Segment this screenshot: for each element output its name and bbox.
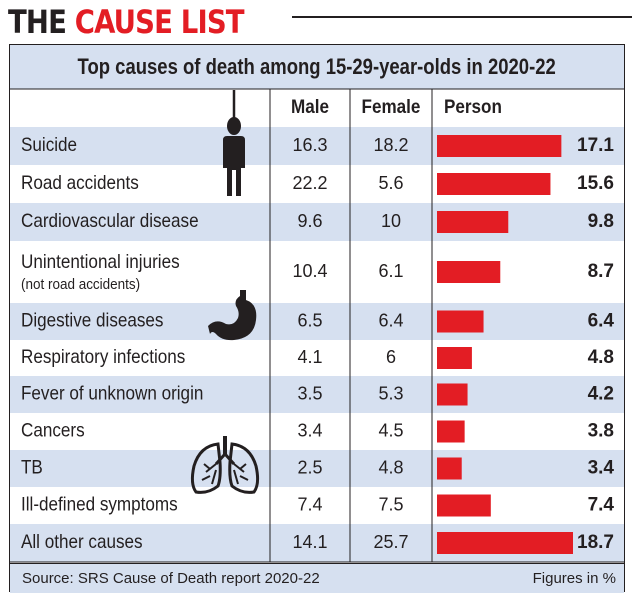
male-value: 2.5	[297, 457, 322, 477]
person-value: 3.4	[588, 458, 615, 479]
headline-part2: CAUSE LIST	[74, 3, 245, 41]
cause-label: Fever of unknown origin	[21, 383, 203, 404]
person-bar	[437, 261, 501, 283]
person-value: 15.6	[577, 173, 614, 194]
table-row	[10, 340, 624, 376]
cause-label: Ill-defined symptoms	[21, 494, 178, 515]
headline-part1: THE	[8, 3, 75, 41]
person-bar	[437, 135, 562, 157]
cause-label: All other causes	[21, 531, 143, 552]
cause-label: Unintentional injuries	[21, 251, 180, 272]
male-value: 7.4	[297, 494, 322, 514]
person-value: 18.7	[577, 532, 614, 553]
table-row	[10, 203, 624, 241]
person-bar	[437, 173, 551, 195]
person-bar	[437, 383, 468, 406]
lungs-icon	[190, 436, 260, 494]
cause-label: Suicide	[21, 134, 77, 155]
female-value: 18.2	[373, 135, 408, 155]
female-value: 6.1	[378, 261, 403, 281]
cause-label: Digestive diseases	[21, 310, 163, 331]
person-bar	[437, 211, 509, 233]
column-header-person: Person	[444, 96, 502, 117]
male-value: 9.6	[297, 211, 322, 231]
cause-note: (not road accidents)	[21, 276, 140, 293]
female-value: 25.7	[373, 532, 408, 552]
person-bar	[437, 310, 484, 333]
column-header-male: Male	[291, 96, 329, 117]
cause-label: TB	[21, 457, 43, 478]
person-bar	[437, 494, 491, 517]
footer: Source: SRS Cause of Death report 2020-2…	[10, 563, 624, 593]
male-value: 3.5	[297, 383, 322, 403]
stomach-icon	[208, 290, 257, 341]
male-value: 10.4	[292, 261, 327, 281]
female-value: 6	[386, 347, 396, 367]
person-bar	[437, 420, 465, 443]
female-value: 7.5	[378, 494, 403, 514]
male-value: 4.1	[297, 347, 322, 367]
female-value: 4.5	[378, 420, 403, 440]
cause-label: Road accidents	[21, 172, 139, 193]
person-value: 8.7	[588, 261, 614, 282]
female-value: 10	[381, 211, 401, 231]
hanging-figure-icon	[223, 90, 245, 196]
person-value: 3.8	[588, 421, 614, 442]
source-note: Source: SRS Cause of Death report 2020-2…	[22, 570, 320, 587]
person-value: 4.2	[588, 384, 614, 405]
person-value: 9.8	[588, 211, 614, 232]
person-bar	[437, 347, 472, 369]
table-row	[10, 241, 624, 303]
person-value: 4.8	[588, 347, 614, 368]
male-value: 16.3	[292, 135, 327, 155]
headline: THE CAUSE LIST	[8, 0, 245, 44]
table-row	[10, 303, 624, 340]
person-bar	[437, 457, 462, 480]
male-value: 3.4	[297, 420, 322, 440]
table-row	[10, 487, 624, 524]
cause-label: Cancers	[21, 420, 85, 441]
person-bar	[437, 532, 573, 554]
header-row	[10, 89, 624, 127]
person-value: 7.4	[588, 495, 615, 516]
female-value: 5.3	[378, 383, 403, 403]
person-value: 17.1	[577, 135, 614, 156]
table-row	[10, 376, 624, 413]
male-value: 22.2	[292, 173, 327, 193]
table-row	[10, 413, 624, 450]
headline-rule	[292, 16, 632, 18]
units-note: Figures in %	[532, 570, 616, 587]
person-value: 6.4	[588, 311, 615, 332]
female-value: 6.4	[378, 310, 403, 330]
cause-label: Cardiovascular disease	[21, 210, 199, 231]
table-row	[10, 450, 624, 487]
female-value: 4.8	[378, 457, 403, 477]
column-header-female: Female	[362, 96, 421, 117]
female-value: 5.6	[378, 173, 403, 193]
cause-label: Respiratory infections	[21, 346, 185, 367]
male-value: 6.5	[297, 310, 322, 330]
male-value: 14.1	[292, 532, 327, 552]
